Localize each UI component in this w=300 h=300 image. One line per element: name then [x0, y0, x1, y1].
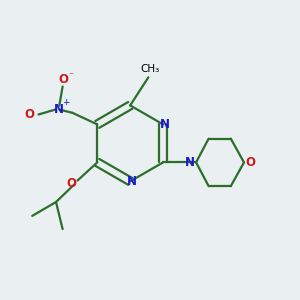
- Text: N: N: [54, 103, 64, 116]
- Text: N: N: [185, 156, 195, 169]
- Text: +: +: [62, 98, 70, 107]
- Text: N: N: [127, 175, 137, 188]
- Text: ⁻: ⁻: [68, 71, 74, 82]
- Text: O: O: [25, 108, 34, 121]
- Text: N: N: [160, 118, 170, 131]
- Text: CH₃: CH₃: [140, 64, 160, 74]
- Text: O: O: [67, 177, 77, 190]
- Text: O: O: [245, 156, 255, 169]
- Text: O: O: [58, 73, 68, 86]
